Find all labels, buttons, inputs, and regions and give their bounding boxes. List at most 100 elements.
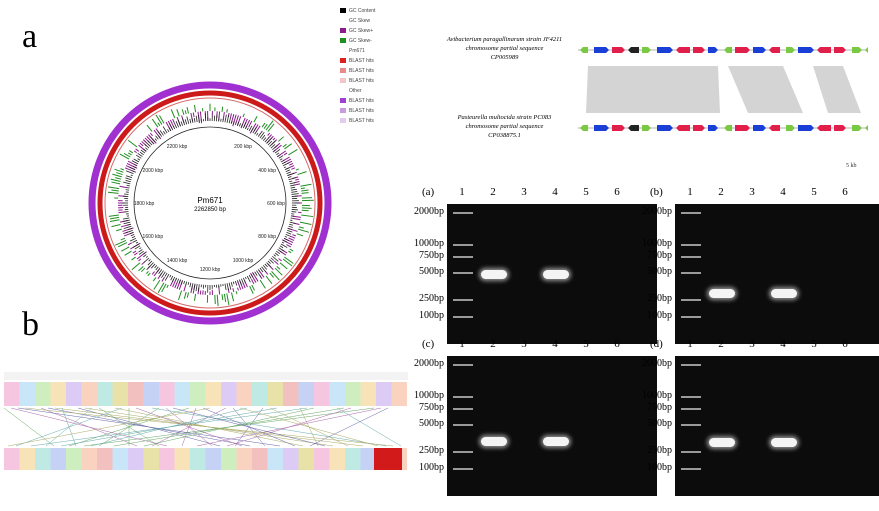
legend-entry: BLAST hits: [340, 68, 374, 74]
gene-arrow: [769, 47, 780, 53]
gene-arrow: [724, 47, 732, 53]
legend-swatch: [340, 118, 346, 124]
legend-entry: BLAST hits: [340, 78, 374, 84]
gel-image: [447, 204, 657, 344]
ring-tick-label: 1600 kbp: [143, 234, 164, 240]
gene-arrow: [817, 47, 831, 53]
synteny-scale: 5 kb: [846, 163, 857, 169]
mauve-block: [391, 382, 407, 406]
legend-label: GC Skew-: [349, 38, 372, 44]
lane-label: 3: [521, 186, 527, 198]
legend-entry: Other: [340, 88, 362, 94]
ladder-band: [453, 468, 473, 470]
mauve-block: [236, 448, 252, 470]
lane-label: 4: [780, 186, 786, 198]
circle-legend: GC Content GC Skew GC Skew+ GC Skew- Pm671 BL…: [340, 8, 400, 138]
ladder-band: [453, 424, 473, 426]
mauve-block: [252, 382, 268, 406]
ladder-label: 250bp: [647, 445, 672, 456]
mauve-connector: [309, 407, 389, 447]
mauve-block: [360, 448, 376, 470]
circle-size: 2262850 bp: [194, 207, 226, 213]
mauve-connector: [98, 407, 160, 447]
mauve-connector: [61, 407, 77, 447]
gel-image: [447, 356, 657, 496]
lane-label: 4: [552, 186, 558, 198]
ladder-band: [681, 364, 701, 366]
ring-tick-label: 600 kbp: [267, 201, 285, 207]
legend-swatch: [340, 18, 346, 23]
legend-entry: BLAST hits: [340, 118, 374, 124]
gene-arrow: [817, 125, 831, 131]
legend-entry: BLAST hits: [340, 98, 374, 104]
dna-band: [709, 289, 735, 298]
mauve-block: [345, 382, 361, 406]
lane-label: 3: [521, 338, 527, 350]
ring-tick-label: 2000 kbp: [143, 168, 164, 174]
mauve-block: [329, 382, 345, 406]
gene-arrow: [642, 47, 651, 53]
legend-label: Other: [349, 88, 362, 94]
ring-tick-label: 2200 kbp: [167, 144, 188, 150]
legend-swatch: [340, 68, 346, 74]
ring-tick-label: 1800 kbp: [134, 201, 155, 207]
ladder-band: [453, 244, 473, 246]
ladder-label: 500bp: [647, 418, 672, 429]
ladder-label: 250bp: [419, 445, 444, 456]
gene-arrow: [798, 47, 814, 53]
ladder-band: [681, 424, 701, 426]
ladder-band: [681, 256, 701, 258]
circular-genome-map: 200 kbp 400 kbp 600 kbp 800 kbp 1000 kbp 1200…: [88, 81, 332, 325]
gene-arrow: [753, 47, 766, 53]
synteny-top-label-line: chromosome partial sequence: [465, 44, 544, 52]
ladder-band: [681, 212, 701, 214]
ladder-band: [453, 396, 473, 398]
mauve-block: [112, 448, 128, 470]
ladder-band: [453, 364, 473, 366]
synteny-bottom-label-line: CP038875.1: [488, 131, 521, 139]
legend-entry: GC Skew: [340, 18, 370, 24]
mauve-block: [298, 448, 314, 470]
mauve-block: [19, 448, 35, 470]
mauve-block: [374, 448, 402, 470]
mauve-connector: [10, 407, 168, 447]
ladder-label: 750bp: [419, 402, 444, 413]
mauve-block: [97, 382, 113, 406]
gel-title: (c): [422, 338, 435, 350]
mauve-block: [128, 382, 144, 406]
synteny-bottom-label: Pasteurella multocida strain PC083 chrom…: [432, 114, 577, 140]
gene-arrow: [612, 47, 625, 53]
mauve-block: [81, 448, 97, 470]
mauve-alignment: [4, 372, 408, 470]
legend-entry: GC Skew-: [340, 38, 372, 44]
ladder-band: [681, 451, 701, 453]
gene-arrow: [708, 125, 718, 131]
mauve-connector: [4, 407, 55, 447]
ring-tick-label: 1000 kbp: [233, 258, 254, 264]
ladder-label: 250bp: [419, 293, 444, 304]
panel-a-letter: a: [22, 18, 38, 55]
mauve-connector: [226, 407, 352, 447]
mauve-block: [81, 382, 97, 406]
legend-entry: BLAST hits: [340, 108, 374, 114]
mauve-connector: [336, 407, 402, 447]
ladder-band: [681, 272, 701, 274]
dna-band: [543, 437, 569, 446]
gel-title: (a): [422, 186, 435, 198]
mauve-block: [236, 382, 252, 406]
legend-label: GC Content: [349, 8, 376, 14]
gene-arrow: [852, 125, 862, 131]
mauve-connector: [135, 407, 243, 447]
gene-arrow: [724, 125, 732, 131]
ladder-label: 100bp: [647, 310, 672, 321]
synteny-top-label-line: CP005989: [490, 53, 519, 61]
ladder-label: 2000bp: [642, 206, 672, 217]
lane-label: 4: [552, 338, 558, 350]
legend-swatch: [340, 88, 346, 93]
legend-entry: Pm671: [340, 48, 365, 54]
legend-swatch: [340, 28, 346, 34]
gene-arrow: [852, 47, 862, 53]
gene-arrow: [786, 47, 795, 53]
ring-tick-label: 200 kbp: [234, 144, 252, 150]
legend-label: BLAST hits: [349, 68, 374, 74]
